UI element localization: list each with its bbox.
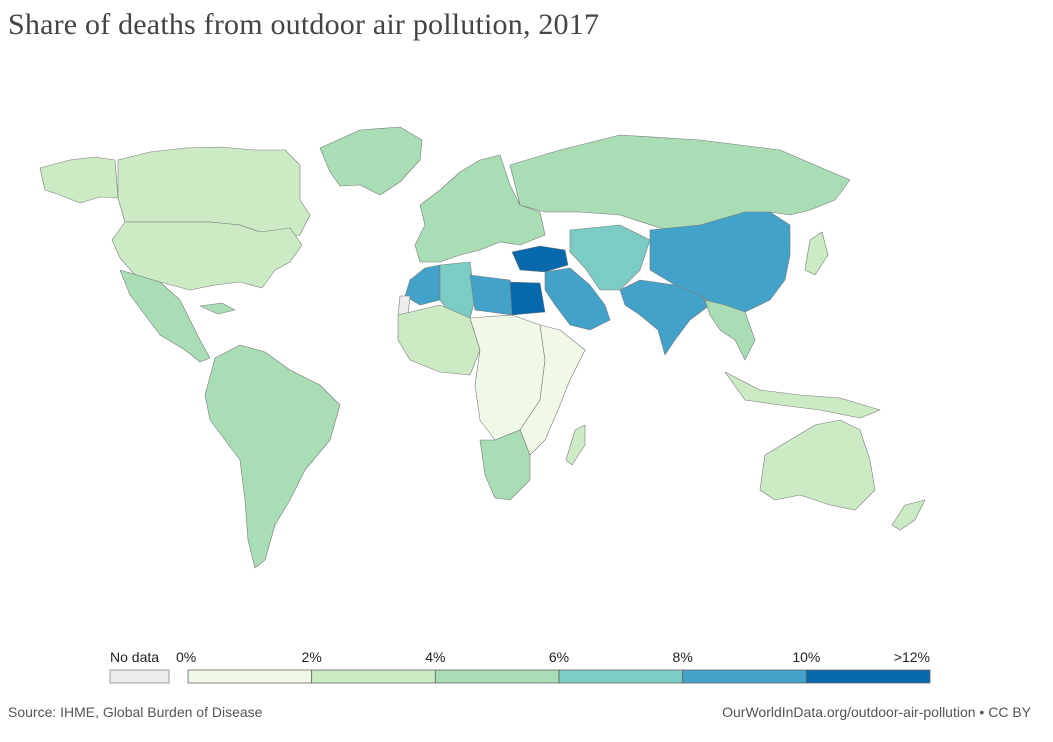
no-data-label: No data xyxy=(110,649,159,665)
east-africa[interactable] xyxy=(519,324,586,456)
legend-bin-5 xyxy=(805,669,931,684)
west-africa[interactable] xyxy=(397,304,481,376)
legend-tick-label: >12% xyxy=(894,649,930,665)
legend-bin-2 xyxy=(434,669,560,684)
caribbean[interactable] xyxy=(199,302,236,315)
no-data-swatch xyxy=(109,669,170,684)
new-zealand[interactable] xyxy=(891,499,926,531)
turkey[interactable] xyxy=(511,245,569,273)
europe[interactable] xyxy=(414,154,546,263)
legend-bin-3 xyxy=(558,669,684,684)
southern-africa[interactable] xyxy=(479,429,531,501)
source-note: Source: IHME, Global Burden of Disease xyxy=(8,704,263,720)
egypt[interactable] xyxy=(509,281,546,316)
india[interactable] xyxy=(619,279,711,356)
legend-tick-label: 8% xyxy=(673,649,693,665)
madagascar[interactable] xyxy=(565,424,586,466)
russia[interactable] xyxy=(509,134,851,231)
legend-bin-1 xyxy=(311,669,436,684)
legend-tick-label: 0% xyxy=(176,649,196,665)
indonesia[interactable] xyxy=(724,371,881,419)
legend-tick-label: 6% xyxy=(549,649,569,665)
usa[interactable] xyxy=(111,221,303,291)
mexico-central-america[interactable] xyxy=(119,269,211,363)
legend-bin-4 xyxy=(682,669,807,684)
chart-title: Share of deaths from outdoor air polluti… xyxy=(8,8,600,41)
legend-tick-label: 4% xyxy=(425,649,445,665)
alaska[interactable] xyxy=(39,156,119,204)
australia[interactable] xyxy=(759,419,876,511)
legend-tick-label: 2% xyxy=(302,649,322,665)
legend-tick-labels: 0% 2% 4% 6% 8% 10% >12% xyxy=(176,649,930,665)
source-url[interactable]: OurWorldInData.org/outdoor-air-pollution… xyxy=(722,704,1031,720)
middle-east[interactable] xyxy=(544,267,611,331)
southeast-asia[interactable] xyxy=(704,299,756,361)
south-america[interactable] xyxy=(204,344,341,569)
legend-color-bins xyxy=(187,669,931,684)
greenland[interactable] xyxy=(319,126,423,196)
legend-tick-label: 10% xyxy=(792,649,820,665)
japan[interactable] xyxy=(804,231,829,276)
legend-bin-0 xyxy=(187,669,313,684)
